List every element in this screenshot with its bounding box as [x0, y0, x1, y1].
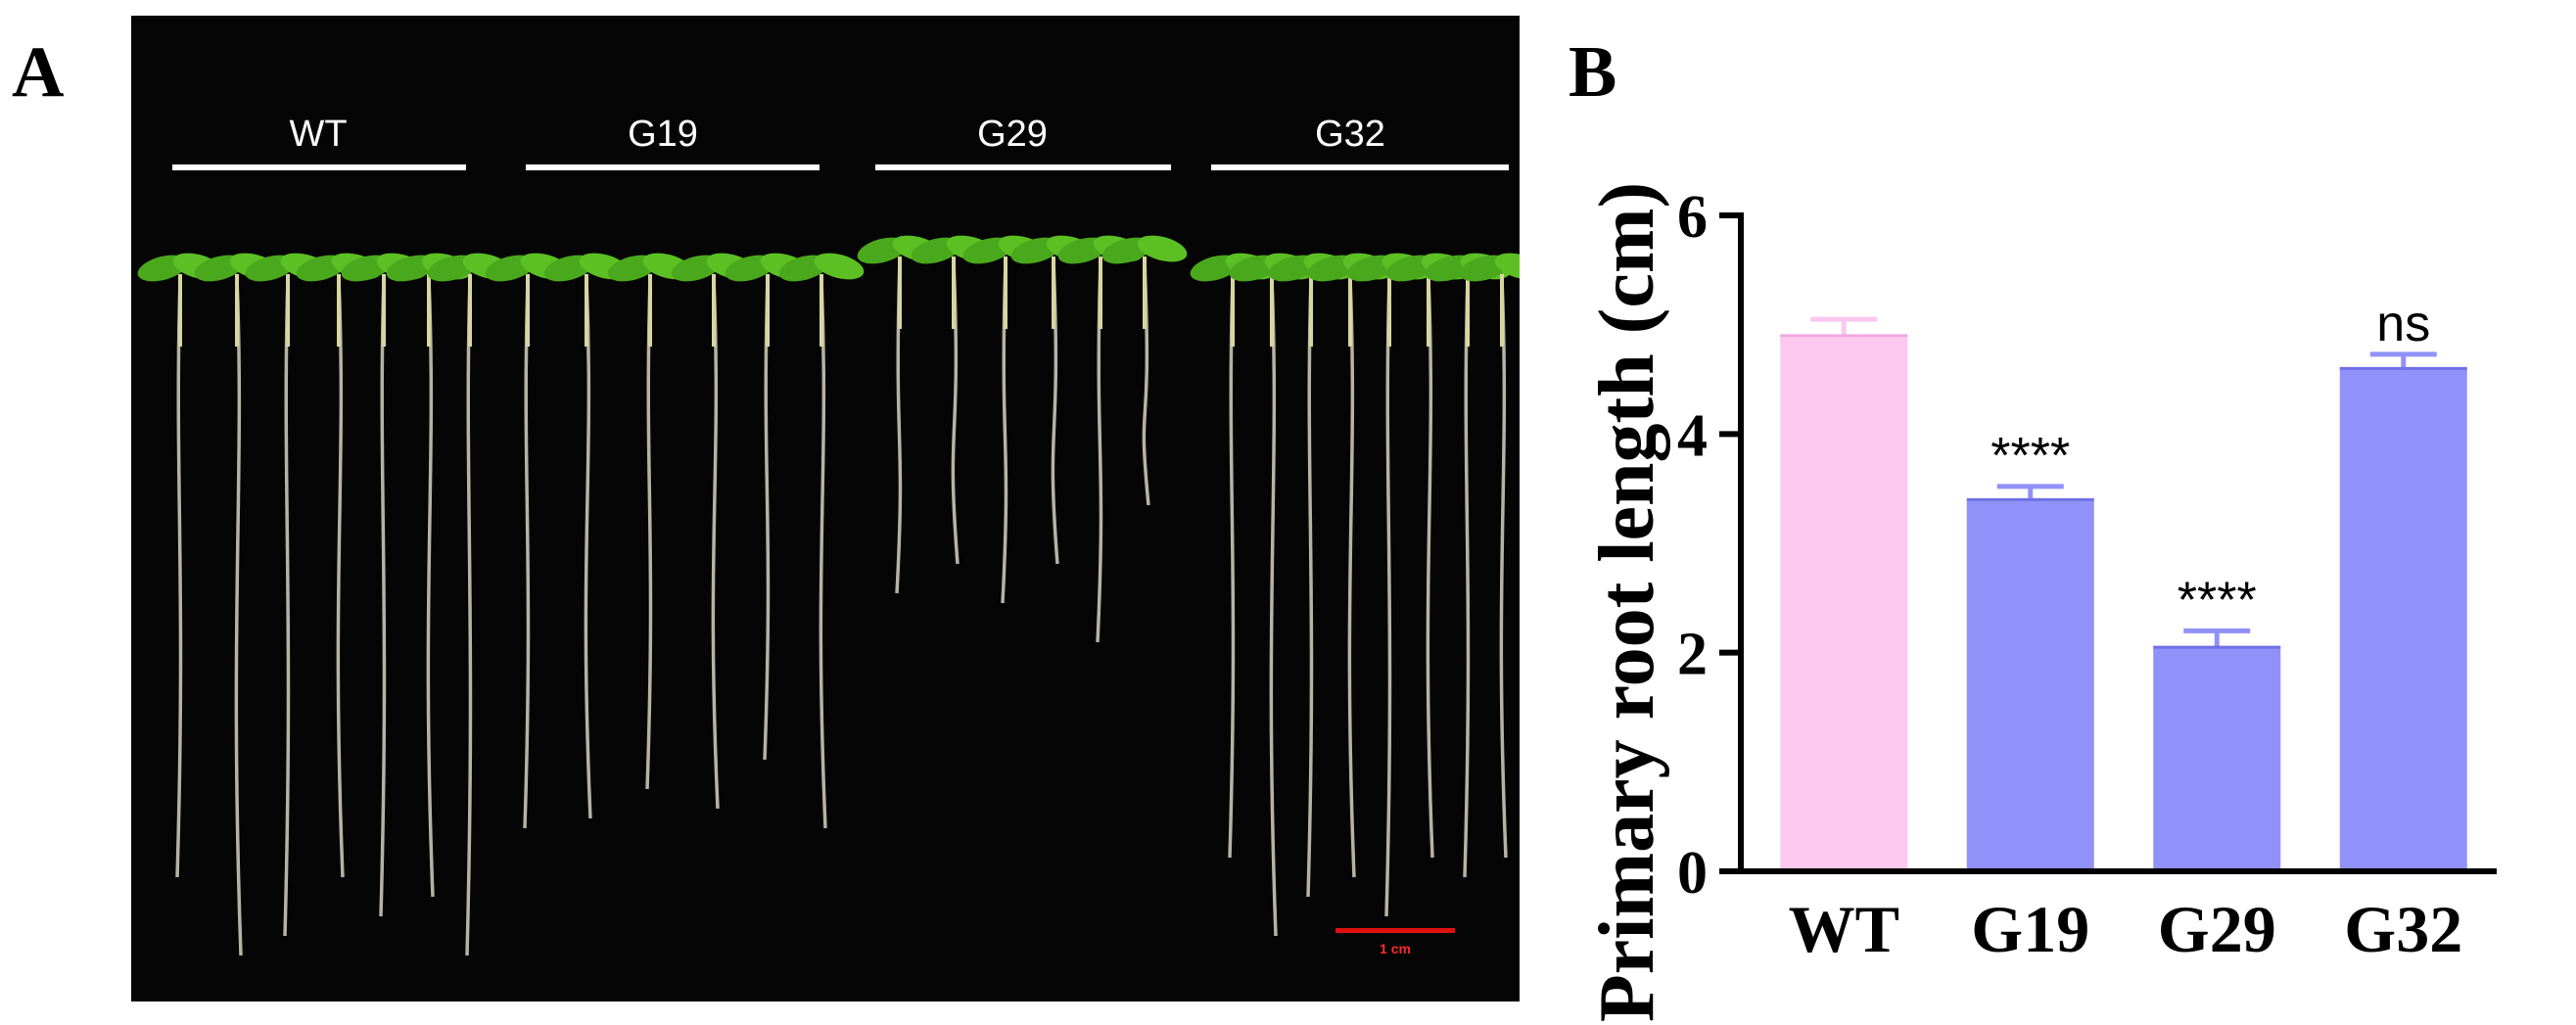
seedling-illustration — [137, 235, 1520, 956]
seedling-root — [1228, 277, 1236, 859]
root-length-chart: Primary root length (cm) 0 2 4 6 **** **** ns… — [1557, 78, 2576, 1025]
x-tick-label-g32: G32 — [2344, 892, 2462, 966]
seedling-root — [465, 277, 473, 956]
bar-g29 — [2153, 647, 2281, 868]
y-axis-label: Primary root length (cm) — [1584, 182, 1670, 1022]
seedling-root — [584, 277, 592, 819]
seedling-root — [1096, 259, 1103, 643]
seedling-root — [175, 277, 183, 878]
bar-g32 — [2339, 368, 2467, 868]
group-label-g32: G32 — [1315, 114, 1385, 155]
group-line-g19 — [526, 164, 820, 170]
x-tick-label-wt: WT — [1789, 892, 1899, 966]
seedling-root — [379, 277, 387, 917]
seedling-root — [234, 277, 243, 956]
seedling-root — [1051, 259, 1059, 565]
group-label-g19: G19 — [628, 114, 698, 155]
panel-b-letter: B — [1569, 32, 1617, 113]
seedling-photo: WT G19 G29 G32 1 cm — [131, 16, 1520, 1002]
y-ticks: 0 2 4 6 — [1677, 184, 1741, 907]
seedling-root — [1384, 277, 1392, 917]
seedling-root — [1463, 277, 1471, 878]
seedling-root — [645, 277, 653, 790]
seedling-root — [711, 277, 720, 810]
seedling-root — [1426, 277, 1434, 859]
significance-label: **** — [1991, 428, 2070, 485]
bar-chart-svg: Primary root length (cm) 0 2 4 6 **** **** ns… — [1584, 182, 2497, 1022]
scale-bar — [1335, 928, 1455, 933]
x-tick-label-g29: G29 — [2158, 892, 2276, 966]
seedling-root — [1142, 259, 1150, 506]
x-tick-labels: WT G19 G29 G32 — [1789, 892, 2463, 966]
seedling-root — [523, 277, 531, 829]
panel-a-letter: A — [12, 32, 65, 113]
significance-label: **** — [2178, 572, 2257, 629]
bar-g19 — [1966, 499, 2094, 868]
group-label-wt: WT — [289, 114, 348, 155]
seedling-root — [819, 277, 827, 829]
y-tick-label: 0 — [1677, 840, 1708, 907]
y-tick-label: 2 — [1677, 622, 1708, 688]
bars: **** **** ns — [1780, 296, 2467, 868]
group-line-g32 — [1211, 164, 1509, 170]
seedling-root — [1347, 277, 1356, 878]
seedling-root — [1499, 277, 1508, 859]
significance-label: ns — [2376, 296, 2430, 352]
seedling-root — [1306, 277, 1314, 898]
group-line-wt — [172, 164, 466, 170]
group-line-g29 — [875, 164, 1171, 170]
group-label-g29: G29 — [977, 114, 1048, 155]
y-tick-label: 6 — [1677, 184, 1708, 251]
seedling-root — [283, 277, 291, 937]
seedling-root — [951, 259, 960, 565]
seedling-root — [336, 277, 345, 878]
seedling-leaf — [814, 253, 865, 280]
y-tick-label: 4 — [1677, 402, 1708, 469]
seedling-leaf — [1137, 235, 1188, 262]
seedling-leaf — [1494, 253, 1520, 280]
seedling-root — [1269, 277, 1278, 937]
bar-wt — [1780, 335, 1908, 868]
seedling-root — [426, 277, 435, 898]
seedling-root — [763, 277, 771, 761]
x-tick-label-g19: G19 — [1971, 892, 2089, 966]
scale-bar-label: 1 cm — [1380, 941, 1411, 956]
